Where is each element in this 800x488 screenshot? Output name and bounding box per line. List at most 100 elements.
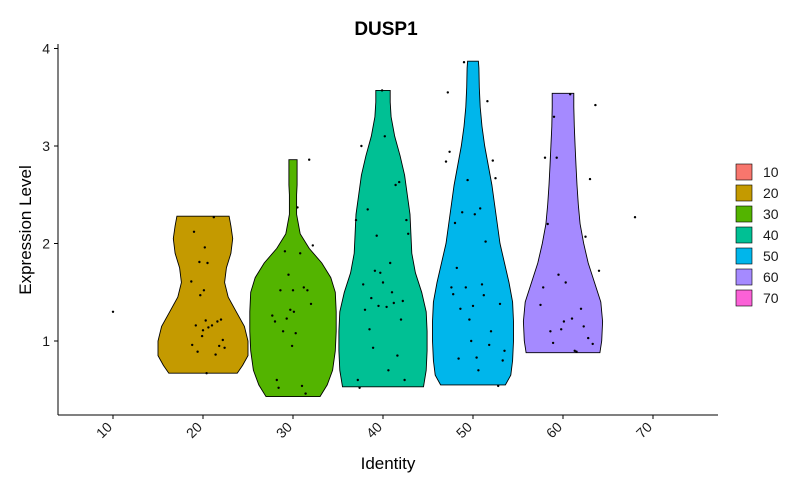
data-point — [190, 280, 193, 283]
data-point — [557, 273, 560, 276]
data-point — [473, 213, 476, 216]
data-point — [486, 100, 489, 103]
data-point — [366, 208, 369, 211]
data-point — [198, 260, 201, 264]
data-point — [290, 344, 294, 348]
points-layer — [111, 61, 637, 395]
data-point — [591, 342, 594, 346]
data-point — [498, 302, 502, 306]
data-point — [294, 332, 297, 335]
data-point — [216, 320, 219, 323]
data-point — [470, 339, 473, 343]
legend-swatch-50 — [735, 247, 753, 265]
y-tick-label: 2 — [42, 236, 50, 252]
data-point — [407, 232, 410, 235]
violin-30 — [249, 159, 337, 398]
data-point — [457, 357, 460, 360]
data-point — [212, 216, 215, 219]
data-point — [287, 273, 290, 276]
data-point — [394, 183, 397, 187]
violin-60 — [522, 92, 604, 354]
data-point — [279, 289, 282, 292]
data-point — [203, 246, 206, 249]
data-point — [387, 369, 390, 372]
legend-label-30: 30 — [763, 206, 779, 222]
data-point — [199, 294, 202, 297]
data-point — [539, 303, 542, 307]
data-point — [475, 356, 478, 359]
violin-40 — [338, 89, 428, 388]
data-point — [363, 308, 367, 311]
y-ticks: 1 2 3 4 — [42, 41, 58, 349]
data-point — [489, 330, 493, 333]
data-point — [503, 349, 506, 352]
data-point — [579, 307, 583, 310]
data-point — [214, 353, 217, 356]
data-point — [218, 344, 221, 348]
data-point — [207, 326, 210, 329]
data-point — [405, 218, 408, 222]
data-point — [582, 325, 585, 328]
data-point — [484, 240, 487, 243]
legend-label-40: 40 — [763, 227, 779, 243]
data-point — [358, 386, 361, 389]
x-ticks: 10 20 30 40 50 60 70 — [93, 415, 655, 441]
data-point — [285, 317, 288, 320]
data-point — [281, 330, 285, 333]
y-axis-title: Expression Level — [16, 165, 35, 294]
data-point — [368, 328, 371, 331]
data-point — [549, 330, 552, 333]
data-point — [205, 372, 208, 375]
legend-label-70: 70 — [763, 290, 779, 306]
legend-label-10: 10 — [763, 164, 779, 180]
data-point — [466, 178, 469, 182]
legend-label-60: 60 — [763, 269, 779, 285]
data-point — [597, 269, 601, 272]
data-point — [560, 328, 563, 331]
data-point — [455, 266, 458, 270]
data-point — [299, 252, 302, 255]
data-point — [552, 115, 556, 119]
data-point — [283, 250, 287, 253]
data-point — [569, 93, 572, 96]
data-point — [477, 369, 480, 372]
data-point — [480, 283, 484, 286]
data-point — [633, 216, 637, 219]
data-point — [200, 334, 204, 338]
legend-swatch-60 — [735, 268, 753, 286]
data-point — [564, 281, 567, 284]
x-tick-label: 20 — [183, 419, 205, 441]
data-point — [304, 392, 307, 395]
data-point — [546, 222, 549, 226]
data-point — [562, 320, 566, 323]
data-point — [273, 320, 277, 323]
data-point — [202, 289, 206, 292]
data-point — [448, 150, 451, 153]
data-point — [543, 156, 547, 159]
x-tick-label: 40 — [363, 419, 385, 441]
data-point — [311, 244, 314, 247]
data-point — [191, 343, 194, 347]
data-point — [588, 177, 592, 181]
data-point — [309, 302, 313, 306]
data-point — [444, 160, 448, 163]
data-point — [194, 324, 197, 327]
x-tick-label: 30 — [273, 419, 295, 441]
data-point — [206, 261, 209, 265]
data-point — [392, 301, 395, 305]
data-point — [396, 354, 399, 357]
data-point — [584, 235, 587, 238]
data-point — [488, 343, 491, 347]
legend-swatch-10 — [735, 163, 753, 181]
data-point — [292, 310, 296, 313]
x-axis-title: Identity — [361, 454, 416, 473]
data-point — [587, 336, 590, 340]
legend-swatch-20 — [735, 184, 753, 202]
data-point — [479, 207, 482, 210]
data-point — [275, 378, 278, 382]
data-point — [453, 221, 457, 225]
data-point — [204, 319, 207, 322]
legend-label-50: 50 — [763, 248, 779, 264]
data-point — [398, 180, 401, 184]
